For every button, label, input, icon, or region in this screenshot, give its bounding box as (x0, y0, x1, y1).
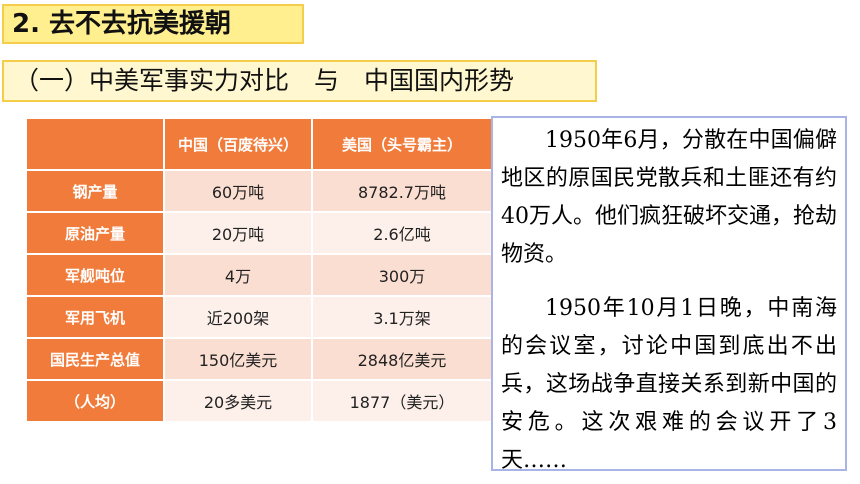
domestic-situation-textbox: 1950年6月，分散在中国偏僻地区的原国民党散兵和土匪还有约40万人。他们疯狂破… (491, 116, 847, 473)
row-label: （人均） (25, 379, 165, 423)
header-corner (25, 117, 165, 171)
header-usa: 美国（头号霸主） (311, 117, 493, 171)
paragraph-meeting: 1950年10月1日晚，中南海的会议室，讨论中国到底出不出兵，这场战争直接关系到… (501, 296, 837, 473)
usa-value: 1877（美元） (311, 379, 493, 423)
table-row: 军用飞机 近200架 3.1万架 (25, 295, 493, 339)
table-row: 原油产量 20万吨 2.6亿吨 (25, 211, 493, 255)
china-value: 20多美元 (163, 379, 313, 423)
table-header-row: 中国（百废待兴） 美国（头号霸主） (25, 117, 493, 171)
china-value: 60万吨 (163, 169, 313, 213)
row-label: 军用飞机 (25, 295, 165, 339)
china-value: 150亿美元 (163, 337, 313, 381)
usa-value: 2.6亿吨 (311, 211, 493, 255)
row-label: 国民生产总值 (25, 337, 165, 381)
section-title: 2. 去不去抗美援朝 (2, 4, 304, 44)
row-label: 军舰吨位 (25, 253, 165, 297)
comparison-table: 中国（百废待兴） 美国（头号霸主） 钢产量 60万吨 8782.7万吨 原油产量… (25, 117, 493, 423)
paragraph-bandits: 1950年6月，分散在中国偏僻地区的原国民党散兵和土匪还有约40万人。他们疯狂破… (501, 128, 837, 267)
table-row: 钢产量 60万吨 8782.7万吨 (25, 169, 493, 213)
table-row: （人均） 20多美元 1877（美元） (25, 379, 493, 423)
table-row: 军舰吨位 4万 300万 (25, 253, 493, 297)
row-label: 原油产量 (25, 211, 165, 255)
usa-value: 2848亿美元 (311, 337, 493, 381)
china-value: 4万 (163, 253, 313, 297)
subtitle-banner: （一）中美军事实力对比 与 中国国内形势 (2, 60, 597, 102)
row-label: 钢产量 (25, 169, 165, 213)
usa-value: 8782.7万吨 (311, 169, 493, 213)
usa-value: 300万 (311, 253, 493, 297)
china-value: 20万吨 (163, 211, 313, 255)
china-value: 近200架 (163, 295, 313, 339)
table-row: 国民生产总值 150亿美元 2848亿美元 (25, 337, 493, 381)
usa-value: 3.1万架 (311, 295, 493, 339)
header-china: 中国（百废待兴） (163, 117, 313, 171)
